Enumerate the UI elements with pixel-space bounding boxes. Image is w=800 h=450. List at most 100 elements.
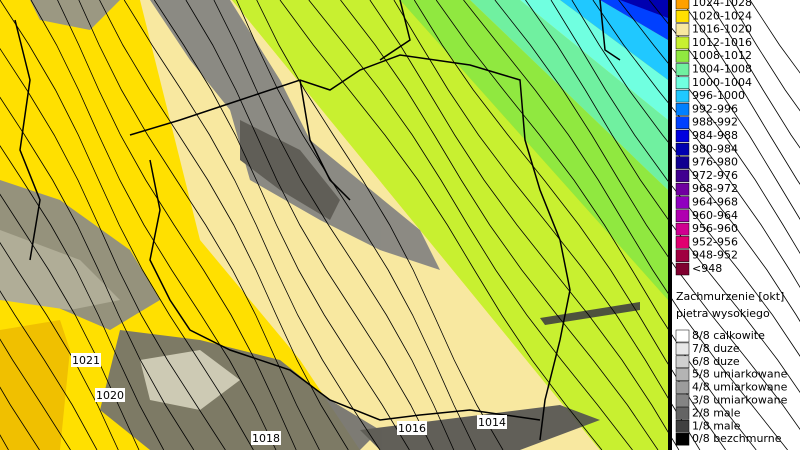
cloud-band [150,0,440,270]
legend-swatch [675,262,690,276]
isobar [393,0,701,450]
isobar [413,0,726,450]
legend-label: 2/8 male [692,406,741,419]
isobar [153,0,410,450]
isobar [463,0,788,450]
isobar [369,0,680,450]
clouds [0,0,640,450]
legend-swatch [675,407,690,420]
border-line [14,19,41,261]
legend-swatch [675,381,690,394]
legend-label: 4/8 umiarkowane [692,381,788,394]
legend-swatch [675,182,690,196]
cloud-south-light [140,350,240,410]
isobar [57,0,297,450]
border-line [129,54,571,441]
legend-swatch [675,394,690,407]
legend-label: 1024-1028 [692,0,752,9]
isobar [99,0,349,450]
isobar [707,0,800,149]
legend-label: 956-960 [692,222,738,235]
border-line [379,0,411,61]
area-1004 [470,0,668,190]
legend-label: 1/8 male [692,419,741,432]
legend-swatch [675,116,690,129]
legend-swatch [675,236,690,249]
legend-swatch [675,49,690,63]
isobar [648,0,800,220]
isobar [308,0,633,450]
isobar [78,0,320,450]
isobar [550,0,800,357]
isobar-label: 1014 [478,416,506,429]
isobar [0,193,140,450]
legend-swatch [675,222,690,236]
legend-swatch [675,129,690,143]
isobar [236,0,477,450]
legend-label: 980-984 [692,142,738,155]
isobar [0,47,226,450]
legend-swatch [675,143,690,156]
isobar-label-box [71,353,101,367]
isobar [0,0,254,450]
isobar [680,0,800,185]
isobar-label-box [397,421,427,435]
legend-subtitle: pietra wysokiego [676,307,770,320]
isobar-label-box [477,415,507,429]
isobar [0,96,195,450]
legend-label: 992-996 [692,102,738,115]
legend-label: 1020-1024 [692,9,752,22]
isobar [30,0,277,450]
isobar [729,0,800,112]
legend-label: 1016-1020 [692,23,752,36]
legend-swatch [675,23,690,36]
legend-label: 964-968 [692,196,738,209]
area-1021 [0,320,70,450]
isobar [213,0,455,450]
legend-swatch [675,169,690,183]
isobar [0,290,98,450]
area-1000 [520,0,668,120]
legend-swatch [675,89,690,103]
area-996 [560,0,668,80]
legend-label: 952-956 [692,235,738,248]
legend-swatch [675,10,690,23]
border-line [299,79,351,201]
legend-swatch [675,36,690,50]
legend-swatch [675,329,690,343]
legend-label: 996-1000 [692,89,745,102]
legend-label: 984-988 [692,129,738,142]
isobar [0,242,119,450]
legend-swatch [675,0,690,10]
border-line [149,159,541,421]
cloud-core [240,120,340,220]
isobar-label-box [95,388,125,402]
isobar [340,0,659,450]
legend-label: <948 [692,262,722,275]
legend-label: 988-992 [692,116,738,129]
isobar [525,0,800,393]
legend-label: 968-972 [692,182,738,195]
legend-swatch [675,63,690,76]
area-1012 [232,0,668,450]
borders [14,0,621,441]
legend-label: 976-980 [692,156,738,169]
legend-swatch [675,432,690,446]
legend: 1024-10281020-10241016-10201012-10161008… [675,0,788,446]
border-line [599,0,621,61]
legend-label: 1000-1004 [692,76,752,89]
isobar-label: 1016 [398,422,426,435]
isobar-label: 1020 [96,389,124,402]
isobar-label-box [251,431,281,445]
legend-swatch [675,249,690,262]
legend-title: Zachmurzenie [okt] [676,290,784,303]
area-984 [620,0,668,18]
isobar [279,0,603,450]
legend-label: 5/8 umiarkowane [692,368,788,381]
cloud-north [30,0,120,30]
isobar-labels: 1021 1020 1018 1016 1014 [71,353,507,445]
legend-label: 960-964 [692,209,738,222]
